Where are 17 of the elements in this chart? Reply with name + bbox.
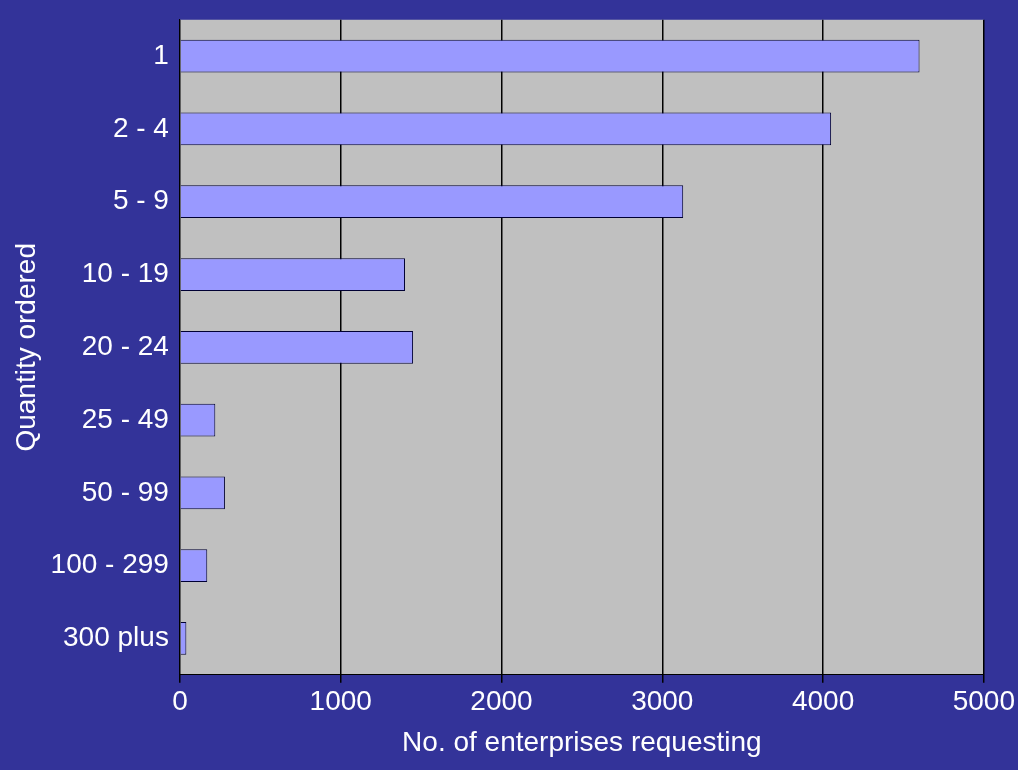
x-tick-label: 1000 [309, 685, 372, 717]
x-tick-label: 4000 [791, 685, 855, 717]
y-tick-label: 5 - 9 [112, 184, 169, 216]
y-tick-label: 1 [153, 38, 169, 70]
y-axis-title: Quantity ordered [9, 243, 41, 452]
x-axis-title: No. of enterprises requesting [402, 725, 762, 757]
x-tick-label: 3000 [631, 685, 694, 717]
y-tick-label: 10 - 19 [81, 257, 169, 289]
y-tick-label: 50 - 99 [81, 475, 169, 507]
y-tick-label: 2 - 4 [112, 111, 169, 143]
x-tick-label: 0 [172, 685, 188, 717]
x-tick-label: 2000 [470, 685, 533, 717]
x-tick-label: 5000 [952, 685, 1015, 717]
y-tick-label: 300 plus [63, 621, 169, 653]
y-tick-label: 25 - 49 [81, 402, 169, 434]
y-tick-label: 20 - 24 [81, 330, 169, 362]
y-tick-label: 100 - 299 [50, 548, 169, 580]
